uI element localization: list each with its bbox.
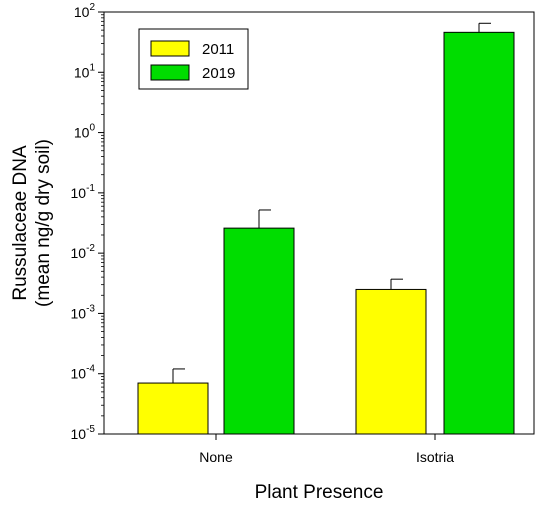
bar-2019-Isotria — [443, 31, 515, 435]
x-tick-label: Isotria — [416, 449, 454, 465]
x-axis-title: Plant Presence — [255, 482, 384, 503]
x-tick-label: None — [199, 449, 233, 465]
error-bar-2019-Isotria — [478, 22, 491, 33]
bar-2011-None — [137, 382, 209, 435]
y-tick-label: 10-5 — [71, 424, 96, 442]
legend: 2011 2019 — [138, 28, 249, 90]
error-bar-2011-Isotria — [390, 278, 403, 290]
y-tick-label: 101 — [74, 62, 96, 80]
y-axis-title-line: (mean ng/g dry soil) — [33, 139, 54, 307]
error-bar-2011-None — [172, 368, 185, 384]
y-tick-label: 102 — [74, 2, 96, 20]
y-tick-label: 100 — [74, 123, 96, 141]
y-tick-label: 10-3 — [71, 303, 96, 321]
error-bar-2019-None — [258, 209, 271, 229]
bar-2019-None — [223, 227, 295, 435]
y-axis-title-line: Russulaceae DNA — [10, 145, 31, 301]
plot-frame — [103, 11, 535, 435]
y-tick-label: 10-1 — [71, 183, 96, 201]
legend-label-2019: 2019 — [202, 65, 235, 82]
bar-2011-Isotria — [355, 288, 427, 435]
y-axis-title: Russulaceae DNA (mean ng/g dry soil) — [10, 139, 54, 307]
legend-swatch-2019 — [150, 64, 190, 81]
legend-swatch-2011 — [150, 40, 190, 57]
legend-label-2011: 2011 — [202, 41, 234, 58]
y-tick-label: 10-2 — [71, 243, 96, 261]
y-tick-label: 10-4 — [71, 364, 96, 382]
